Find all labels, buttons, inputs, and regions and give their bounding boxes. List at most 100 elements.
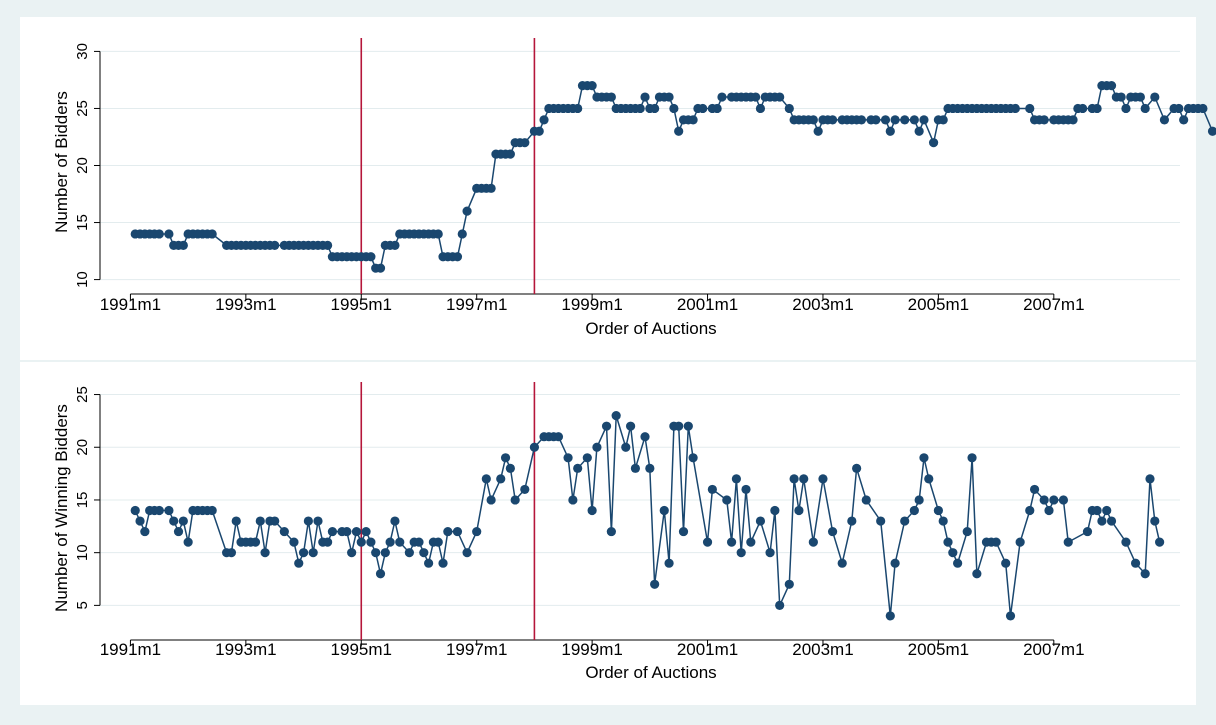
data-point-144	[880, 115, 891, 125]
data-point-93	[678, 526, 689, 537]
data-point-31	[303, 516, 313, 526]
data-point-121	[751, 92, 761, 102]
data-point-196	[1179, 115, 1189, 125]
data-point-56	[433, 537, 443, 547]
data-point-27	[279, 526, 289, 537]
data-point-143	[1039, 495, 1049, 505]
data-point-33	[313, 516, 323, 526]
data-point-193	[1159, 115, 1170, 125]
data-point-100	[731, 474, 742, 484]
data-point-10	[183, 537, 193, 547]
y-tick-label-20: 20	[74, 439, 91, 456]
data-point-153	[1106, 516, 1117, 526]
data-point-105	[664, 92, 674, 102]
data-point-18	[231, 516, 241, 526]
data-point-39	[347, 548, 357, 558]
data-point-48	[390, 516, 400, 526]
data-point-57	[438, 558, 448, 568]
bidders-chart: Order of Auctions Number of Bidders 10 15…	[52, 38, 1216, 338]
data-point-102	[650, 103, 660, 114]
data-point-94	[683, 421, 693, 431]
data-point-145	[1049, 495, 1059, 505]
data-point-61	[472, 526, 482, 537]
bidders-x-axis-label: Order of Auctions	[585, 319, 716, 338]
winning-bidders-x-axis-label: Order of Auctions	[585, 663, 716, 682]
data-point-126	[775, 92, 785, 102]
data-point-64	[496, 474, 506, 484]
data-point-114	[712, 103, 722, 114]
data-point-93	[606, 92, 616, 102]
data-point-68	[520, 484, 530, 495]
data-point-45	[375, 569, 386, 579]
x-tick-label-1991m1: 1991m1	[100, 295, 161, 314]
data-point-146	[1058, 495, 1069, 505]
data-point-111	[799, 474, 809, 484]
data-point-157	[1145, 474, 1155, 484]
data-point-112	[698, 103, 708, 114]
data-point-47	[375, 263, 386, 273]
y-tick-label-15: 15	[74, 214, 91, 231]
data-point-86	[573, 103, 583, 114]
data-point-147	[900, 115, 910, 125]
winning-bidders-chart: Order of Auctions Number of Winning Bidd…	[52, 382, 1180, 682]
data-point-184	[1106, 81, 1117, 91]
data-point-89	[587, 81, 597, 91]
data-point-115	[717, 92, 727, 102]
data-point-60	[462, 548, 472, 558]
data-point-121	[890, 558, 900, 568]
data-point-100	[640, 92, 650, 102]
bidders-y-axis-label: Number of Bidders	[52, 91, 71, 233]
y-tick-label-20: 20	[74, 157, 91, 174]
data-point-15	[207, 505, 217, 516]
x-tick-label-2005m1: 2005m1	[908, 295, 969, 314]
data-point-98	[722, 495, 732, 505]
data-point-124	[914, 495, 924, 505]
data-point-134	[972, 569, 982, 579]
data-point-148	[1082, 526, 1093, 537]
data-point-108	[784, 579, 794, 589]
data-point-132	[962, 526, 972, 537]
data-point-129	[943, 537, 953, 547]
data-point-145	[885, 126, 895, 136]
data-point-24	[260, 548, 270, 558]
data-point-17	[226, 548, 237, 558]
data-point-77	[582, 453, 592, 463]
data-point-122	[755, 103, 766, 114]
data-point-54	[424, 558, 434, 568]
data-point-113	[818, 474, 828, 484]
data-point-130	[948, 548, 958, 558]
data-point-141	[1025, 505, 1035, 516]
data-point-64	[457, 229, 467, 239]
data-point-65	[500, 453, 511, 463]
data-point-9	[178, 240, 188, 250]
data-point-65	[462, 206, 472, 216]
data-point-85	[630, 463, 641, 473]
data-point-76	[520, 138, 530, 148]
data-point-73	[505, 149, 515, 159]
data-point-7	[169, 516, 179, 526]
data-point-23	[255, 516, 265, 526]
y-tick-label-15: 15	[74, 492, 91, 509]
data-point-59	[433, 229, 443, 239]
data-point-150	[1092, 505, 1102, 516]
data-point-105	[765, 548, 775, 558]
data-point-149	[914, 126, 924, 136]
x-tick-label-1993m1: 1993m1	[215, 640, 276, 659]
data-point-66	[505, 463, 515, 473]
x-tick-label-2003m1: 2003m1	[792, 640, 853, 659]
data-point-192	[1150, 92, 1160, 102]
data-point-59	[452, 526, 463, 537]
y-tick-label-25: 25	[74, 100, 91, 117]
data-point-172	[1039, 115, 1049, 125]
data-point-42	[361, 526, 371, 537]
data-point-120	[885, 611, 895, 621]
data-point-151	[928, 138, 939, 148]
data-point-144	[1044, 505, 1054, 516]
data-point-52	[414, 537, 424, 547]
data-point-153	[938, 115, 948, 125]
data-point-88	[650, 579, 660, 589]
x-tick-label-2003m1: 2003m1	[792, 295, 853, 314]
data-point-118	[861, 495, 871, 505]
